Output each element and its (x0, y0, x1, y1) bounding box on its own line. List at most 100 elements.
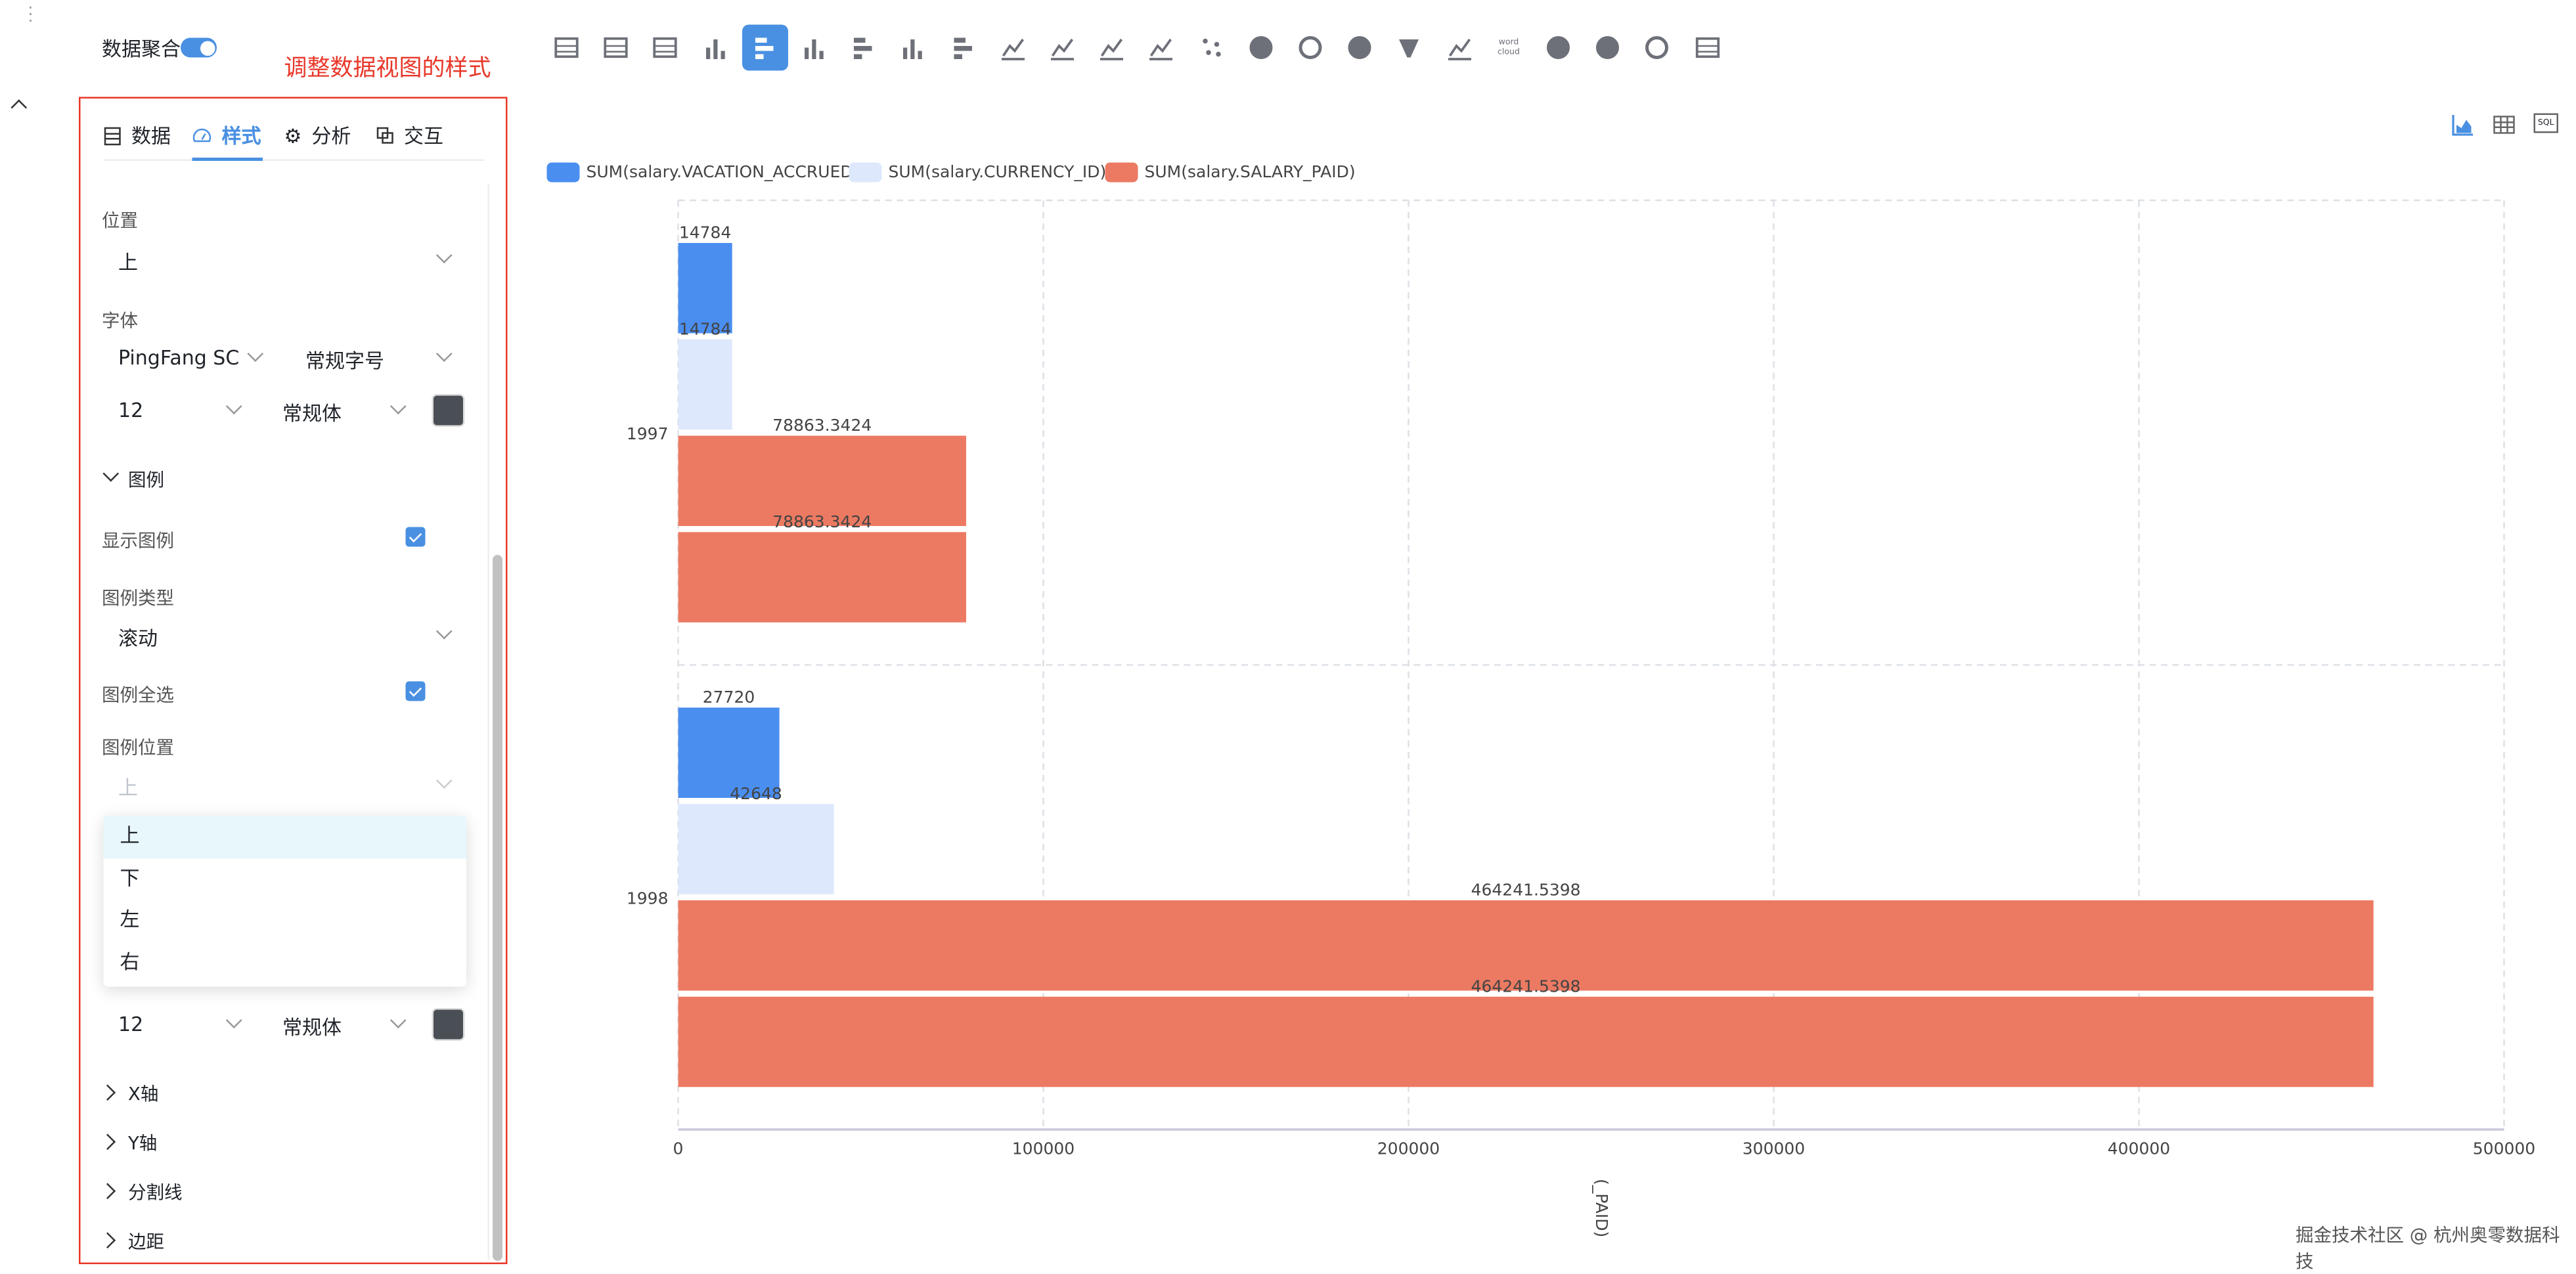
dropdown-option-bottom[interactable]: 下 (120, 866, 140, 889)
percent-bar-icon[interactable] (940, 25, 986, 71)
select-value: PingFang SC (118, 346, 240, 370)
legend-section-header[interactable]: 图例 (128, 470, 164, 491)
legend-font-size-select[interactable]: 12 (102, 1005, 250, 1044)
section-label: 分割线 (128, 1182, 183, 1204)
more-menu-icon[interactable]: · · · (28, 0, 33, 32)
position-select[interactable]: 上 (102, 240, 463, 279)
y-tick-label: 1998 (627, 889, 669, 908)
map-icon[interactable] (1536, 25, 1582, 71)
section-header-2[interactable]: 分割线 (99, 1179, 430, 1205)
data-list-icon (104, 126, 121, 144)
tab-label: 交互 (404, 125, 444, 148)
tab-label: 分析 (311, 125, 351, 148)
tab-data[interactable]: 数据 (104, 121, 171, 150)
sql-view-icon[interactable]: SQL (2533, 113, 2558, 133)
scatter-icon[interactable] (1188, 25, 1234, 71)
x-tick-label: 300000 (1743, 1139, 1805, 1158)
section-label: 边距 (128, 1231, 164, 1253)
legend-type-label: 图例类型 (102, 588, 174, 609)
section-label: Y轴 (128, 1133, 158, 1154)
aggregate-toggle[interactable] (181, 37, 217, 58)
legend-position-select[interactable]: 上 (102, 765, 463, 804)
column-chart-icon[interactable] (692, 25, 738, 71)
stacked-area-icon[interactable] (1138, 25, 1184, 71)
pie-chart-icon[interactable] (1237, 25, 1283, 71)
chart-view-icon[interactable] (2452, 114, 2475, 137)
waterfall-icon[interactable] (990, 25, 1036, 71)
x-tick-label: 500000 (2473, 1139, 2535, 1158)
dropdown-option-top[interactable]: 上 (103, 816, 466, 858)
x-axis-title: (_PAID) (1592, 1179, 1611, 1237)
bar[interactable] (678, 900, 2374, 991)
font-size-select[interactable]: 12 (102, 391, 250, 430)
x-tick-label: 200000 (1377, 1139, 1440, 1158)
bar-label: 78863.3424 (772, 512, 872, 531)
font-label: 字体 (102, 310, 138, 332)
line-chart-icon[interactable] (1040, 25, 1086, 71)
rose-chart-icon[interactable] (1337, 25, 1383, 71)
legend-item[interactable]: SUM(salary.SALARY_PAID) (1105, 162, 1356, 183)
select-value: 12 (118, 399, 144, 422)
bar[interactable] (678, 996, 2374, 1087)
font-family-select[interactable]: PingFang SC (102, 338, 273, 378)
section-header-1[interactable]: Y轴 (99, 1130, 430, 1156)
area-chart-icon[interactable] (1089, 25, 1135, 71)
show-legend-checkbox[interactable] (405, 527, 426, 547)
font-weight-select[interactable]: 常规体 (266, 391, 414, 430)
stacked-column-icon[interactable] (891, 25, 937, 71)
rich-text-icon[interactable] (1684, 25, 1730, 71)
legend-item[interactable]: SUM(salary.CURRENCY_ID) (849, 162, 1107, 183)
section-header-3[interactable]: 边距 (99, 1228, 430, 1254)
grouped-column-icon[interactable] (791, 25, 837, 71)
tab-analysis[interactable]: ⚙ 分析 (284, 121, 351, 150)
legend-select-all-checkbox[interactable] (405, 681, 426, 701)
panel-scrollbar[interactable] (493, 555, 502, 1261)
bar-label: 464241.5398 (1471, 977, 1581, 996)
tab-interaction[interactable]: 交互 (376, 121, 444, 150)
dropdown-option-left[interactable]: 左 (120, 908, 140, 931)
legend-font-color-swatch[interactable] (432, 1008, 465, 1041)
legend-item[interactable]: SUM(salary.VACATION_ACCRUED) (546, 162, 860, 183)
table-view-icon[interactable] (2493, 114, 2516, 137)
dropdown-option-right[interactable]: 右 (120, 950, 140, 973)
y-tick-label: 1997 (627, 424, 669, 443)
pivot-table-icon[interactable] (593, 25, 639, 71)
annotation-text: 调整数据视图的样式 (284, 56, 491, 82)
legend-swatch (1105, 162, 1138, 183)
table-icon[interactable] (544, 25, 590, 71)
font-size-type-select[interactable]: 常规字号 (289, 338, 463, 378)
globe-icon[interactable] (1585, 25, 1631, 71)
legend-label: SUM(salary.SALARY_PAID) (1144, 163, 1356, 182)
font-color-swatch[interactable] (432, 394, 465, 427)
legend-swatch (849, 162, 882, 183)
funnel-icon[interactable] (1387, 25, 1432, 71)
bar[interactable] (678, 804, 834, 894)
watermark: 掘金技术社区 @ 杭州奥零数据科技 (2296, 1225, 2560, 1273)
legend-font-weight-select[interactable]: 常规体 (266, 1005, 414, 1044)
horizontal-bar-chart-icon[interactable] (742, 24, 788, 71)
bar[interactable] (678, 339, 732, 430)
word-cloud-icon[interactable]: word cloud (1486, 25, 1532, 71)
bar-label: 78863.3424 (772, 416, 872, 435)
gauge-icon[interactable] (1634, 25, 1680, 71)
bar[interactable] (678, 243, 732, 334)
bar[interactable] (678, 532, 966, 623)
bar-label: 27720 (703, 688, 755, 707)
tab-style[interactable]: 样式 (192, 121, 261, 150)
bar-label: 42648 (730, 784, 782, 803)
legend-label: SUM(salary.VACATION_ACCRUED) (586, 163, 860, 182)
word-cloud-text: word cloud (1498, 37, 1520, 58)
legend-type-select[interactable]: 滚动 (102, 616, 463, 655)
number-card-icon[interactable] (642, 25, 688, 71)
section-header-0[interactable]: X轴 (99, 1080, 430, 1107)
x-tick-label: 400000 (2108, 1139, 2170, 1158)
bar[interactable] (678, 435, 966, 527)
legend-label: SUM(salary.CURRENCY_ID) (888, 163, 1107, 182)
tab-label: 数据 (131, 125, 171, 148)
bar[interactable] (678, 707, 780, 799)
donut-chart-icon[interactable] (1287, 25, 1333, 71)
legend-position-dropdown: 上 下 左 右 (103, 816, 466, 987)
combo-chart-icon[interactable] (1436, 25, 1482, 71)
horizontal-stacked-bar-icon[interactable] (841, 25, 887, 71)
